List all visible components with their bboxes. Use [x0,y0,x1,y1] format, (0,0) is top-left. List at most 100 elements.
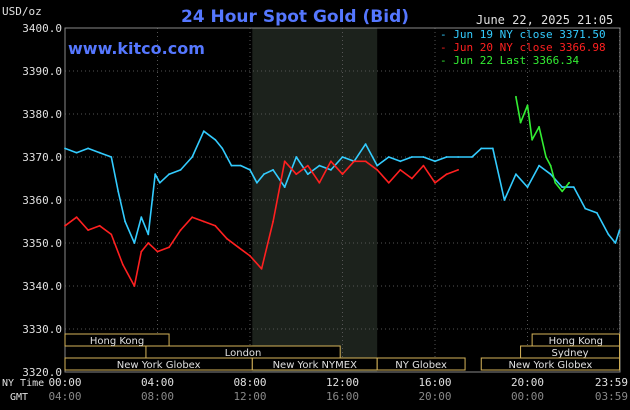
series-point [549,164,552,167]
series-point [618,229,621,232]
series-point [168,173,170,176]
session-label: New York Globex [117,360,201,371]
series-point [140,250,143,253]
series-point [538,164,540,167]
series-point [503,199,506,201]
y-tick-label: 3400.0 [22,22,62,35]
series-point [179,169,182,171]
series-point [121,263,124,266]
series-point [341,156,344,158]
series-point [457,169,460,171]
series-point [249,169,251,171]
series-point [283,160,286,163]
series-point [572,186,575,189]
x-tick-label-ny: 08:00 [233,376,266,389]
x-tick-label-gmt: 12:00 [233,390,266,403]
y-tick-label: 3360.0 [22,194,62,207]
series-point [75,151,78,154]
series-point [98,224,101,227]
x-tick-label-ny: 16:00 [418,376,451,389]
series-point [230,164,233,167]
session-bar [480,357,621,371]
series-point [410,177,413,180]
series-point [491,147,494,150]
series-point [480,147,483,150]
series-point [519,121,522,124]
series-point [545,156,547,158]
series-point [422,156,425,158]
series-point [515,95,517,98]
y-tick-label: 3370.0 [22,151,62,164]
x-tick-label-ny: 20:00 [511,376,544,389]
series-point [353,160,355,163]
series-point [515,173,517,176]
nymex-shaded-region [252,28,378,372]
series-point [191,216,194,219]
session-label: New York NYMEX [273,360,358,371]
legend-entry: - Jun 19 NY close 3371.50 [440,28,606,41]
series-point [249,255,251,257]
plot-frame [64,27,621,373]
series-point [156,250,159,253]
series-point [364,143,367,146]
series-point [341,173,344,176]
series-point [387,181,390,184]
x-tick-label-gmt: 08:00 [141,390,174,403]
series-point [168,246,170,249]
series-point [260,267,263,270]
series-point [214,224,217,227]
series-point [399,160,402,163]
series-point [434,160,436,163]
series-point [584,207,587,210]
watermark-url: www.kitco.com [68,39,205,58]
series-point [221,147,224,150]
x-tick-label-gmt: 00:00 [511,390,544,403]
series-point [272,220,275,223]
series-point [376,169,379,171]
series-point [445,173,448,176]
x-tick-label-ny: 23:59 [595,376,628,389]
series-point [191,156,194,158]
x-tick-label-ny: 00:00 [48,376,81,389]
x-tick-label-gmt: 16:00 [326,390,359,403]
series-point [387,156,390,158]
session-label: Hong Kong [549,336,603,347]
series-point [434,181,436,184]
series-point [295,156,298,158]
legend-entry: - Jun 22 Last 3366.34 [440,54,579,67]
session-label: Hong Kong [90,336,144,347]
x-tick-label-ny: 12:00 [326,376,359,389]
series-point [614,242,617,244]
series-point [262,173,265,176]
series-point [239,164,242,167]
y-tick-label: 3340.0 [22,280,62,293]
series-point [561,190,564,193]
series-point [133,242,136,244]
series-point [561,186,564,189]
y-axis-label: USD/oz [2,5,42,18]
series-point [306,173,309,176]
x-tick-label-gmt: 03:59 [595,390,628,403]
session-label: London [225,348,262,359]
series-point [306,164,309,167]
series-point [318,164,321,167]
series-point [117,190,120,193]
series-point [457,156,460,158]
y-tick-label: 3330.0 [22,323,62,336]
x-tick-label-ny: 04:00 [141,376,174,389]
series-point [202,130,205,133]
series-point [471,156,473,158]
series-point [133,285,136,287]
series-point [147,233,150,236]
x-axis-ny-time-label: NY Time [2,378,44,389]
x-axis-gmt-label: GMT [10,392,28,403]
series-point [538,126,540,128]
series-point [147,242,150,244]
series-point [568,181,571,184]
series-point [554,181,557,184]
series-point [410,156,413,158]
series-point [237,246,240,249]
chart-title: 24 Hour Spot Gold (Bid) [181,7,409,27]
series-point [330,169,332,171]
series-point [98,151,101,154]
